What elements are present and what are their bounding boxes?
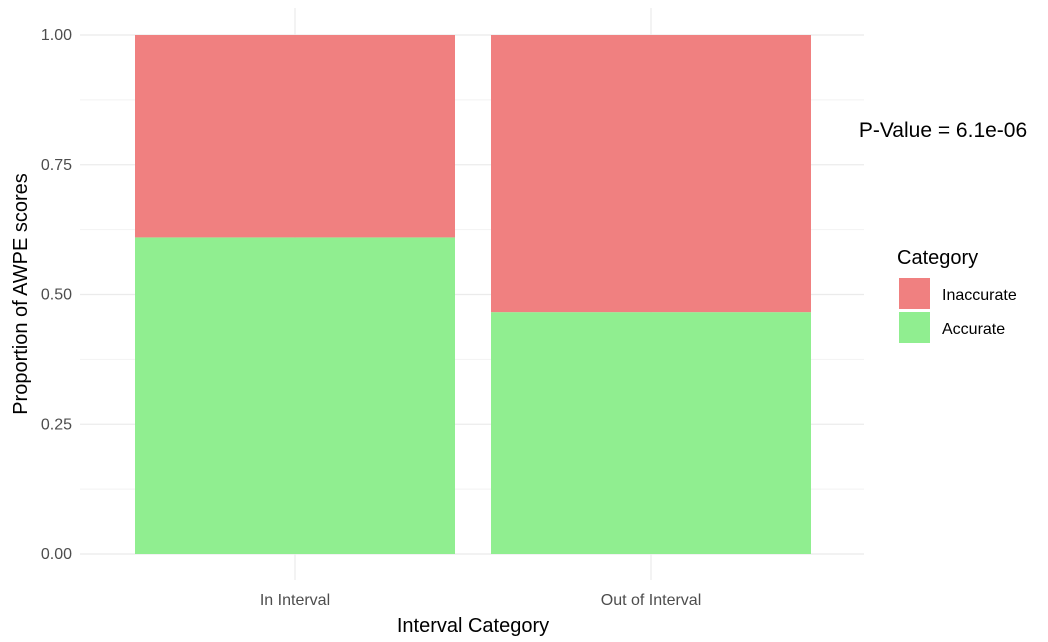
bars	[135, 35, 811, 554]
legend: Category Inaccurate Accurate	[897, 247, 1017, 343]
legend-key-inaccurate	[899, 278, 930, 309]
x-tick-label: Out of Interval	[601, 592, 702, 609]
bar-inaccurate	[135, 35, 455, 238]
x-tick-label: In Interval	[260, 592, 330, 609]
y-tick-label: 0.25	[41, 416, 72, 433]
y-tick-label: 0.00	[41, 546, 72, 563]
y-tick-label: 0.75	[41, 157, 72, 174]
bar-accurate	[491, 312, 811, 554]
legend-title: Category	[897, 247, 978, 269]
legend-key-accurate	[899, 312, 930, 343]
y-tick-label: 1.00	[41, 27, 72, 44]
bar-inaccurate	[491, 35, 811, 313]
bar-accurate	[135, 237, 455, 554]
legend-label-accurate: Accurate	[942, 321, 1005, 338]
x-axis-ticks: In Interval Out of Interval	[260, 592, 701, 609]
y-tick-label: 0.50	[41, 287, 72, 304]
y-axis-title: Proportion of AWPE scores	[10, 173, 32, 415]
legend-label-inaccurate: Inaccurate	[942, 287, 1017, 304]
x-axis-title: Interval Category	[397, 615, 549, 637]
p-value-annotation: P-Value = 6.1e-06	[859, 119, 1027, 142]
y-axis-ticks: 0.00 0.25 0.50 0.75 1.00	[41, 27, 72, 563]
